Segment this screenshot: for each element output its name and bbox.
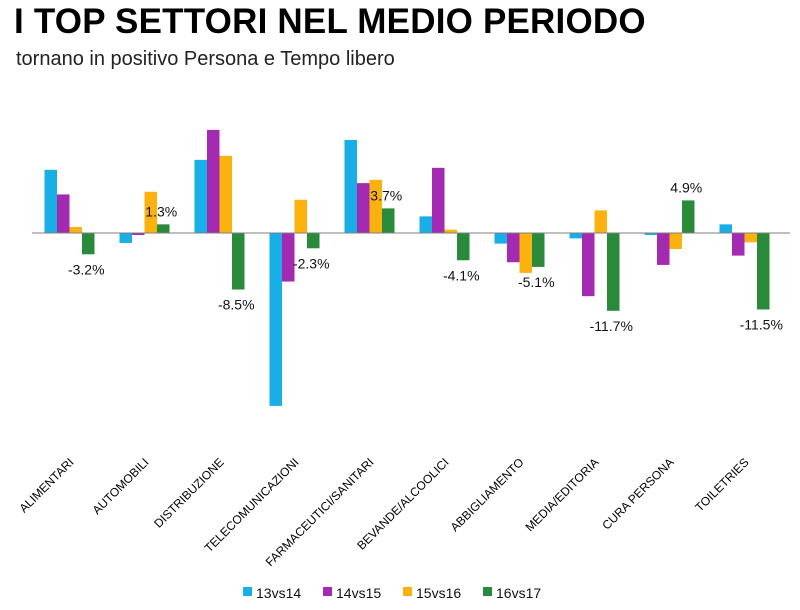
bar-alimentari-14vs15 xyxy=(57,194,70,233)
bar-toiletries-16vs17 xyxy=(757,233,770,310)
bar-toiletries-14vs15 xyxy=(732,233,745,256)
bar-cura-persona-14vs15 xyxy=(657,233,670,265)
legend-label-16vs17: 16vs17 xyxy=(496,585,541,601)
legend-swatch-16vs17 xyxy=(483,587,492,596)
bar-telecomunicazioni-15vs16 xyxy=(294,199,307,233)
category-label-distribuzione: DISTRIBUZIONE xyxy=(151,455,226,530)
bar-farmaceutici-sanitari-16vs17 xyxy=(382,208,395,233)
legend: 13vs14 14vs15 15vs16 16vs17 xyxy=(243,585,541,601)
bar-distribuzione-15vs16 xyxy=(219,155,232,233)
bar-farmaceutici-sanitari-14vs15 xyxy=(357,183,370,233)
bar-automobili-16vs17 xyxy=(157,224,170,233)
category-label-cura-persona: CURA PERSONA xyxy=(599,455,676,532)
data-label-toiletries: -11.5% xyxy=(740,316,783,332)
bar-abbigliamento-13vs14 xyxy=(494,233,507,244)
bar-alimentari-15vs16 xyxy=(69,227,82,233)
legend-swatch-14vs15 xyxy=(323,587,332,596)
bar-bevande-alcoolici-14vs15 xyxy=(432,167,445,233)
bar-distribuzione-16vs17 xyxy=(232,233,245,290)
category-label-automobili: AUTOMOBILI xyxy=(90,455,152,517)
bar-toiletries-13vs14 xyxy=(719,224,732,233)
bar-media-editoria-15vs16 xyxy=(594,210,607,233)
bar-media-editoria-14vs15 xyxy=(582,233,595,297)
bar-abbigliamento-16vs17 xyxy=(532,233,545,267)
category-label-alimentari: ALIMENTARI xyxy=(16,455,76,515)
legend-label-13vs14: 13vs14 xyxy=(256,585,301,601)
category-label-toiletries: TOILETRIES xyxy=(692,455,751,514)
bar-alimentari-13vs14 xyxy=(44,169,57,233)
page-title: I TOP SETTORI NEL MEDIO PERIODO xyxy=(14,2,646,41)
category-labels-group: ALIMENTARI AUTOMOBILI DISTRIBUZIONETELECOM… xyxy=(16,455,751,569)
data-label-farmaceutici-sanitari: 3.7% xyxy=(370,187,402,203)
bar-cura-persona-16vs17 xyxy=(682,200,695,233)
bar-automobili-14vs15 xyxy=(132,233,145,235)
bar-distribuzione-13vs14 xyxy=(194,159,207,233)
bar-farmaceutici-sanitari-15vs16 xyxy=(369,179,382,233)
bar-farmaceutici-sanitari-13vs14 xyxy=(344,139,357,233)
data-label-automobili: 1.3% xyxy=(145,203,177,219)
category-label-abbigliamento: ABBIGLIAMENTO xyxy=(448,455,527,534)
data-label-cura-persona: 4.9% xyxy=(670,179,702,195)
bar-cura-persona-15vs16 xyxy=(669,233,682,249)
legend-swatch-13vs14 xyxy=(243,587,252,596)
bar-bevande-alcoolici-15vs16 xyxy=(444,229,457,233)
legend-swatch-15vs16 xyxy=(403,587,412,596)
legend-label-14vs15: 14vs15 xyxy=(336,585,381,601)
legend-label-15vs16: 15vs16 xyxy=(416,585,461,601)
bar-media-editoria-16vs17 xyxy=(607,233,620,311)
bar-abbigliamento-15vs16 xyxy=(519,233,532,273)
bar-automobili-13vs14 xyxy=(119,233,132,243)
bar-telecomunicazioni-14vs15 xyxy=(282,233,295,282)
bar-telecomunicazioni-13vs14 xyxy=(269,233,282,406)
bar-toiletries-15vs16 xyxy=(744,233,757,243)
bar-bevande-alcoolici-16vs17 xyxy=(457,233,470,261)
category-label-media-editoria: MEDIA/EDITORIA xyxy=(523,455,602,534)
bars-group xyxy=(44,129,770,406)
data-label-media-editoria: -11.7% xyxy=(590,318,633,334)
bar-bevande-alcoolici-13vs14 xyxy=(419,216,432,233)
bar-abbigliamento-14vs15 xyxy=(507,233,520,263)
page-subtitle: tornano in positivo Persona e Tempo libe… xyxy=(16,48,395,70)
data-label-bevande-alcoolici: -4.1% xyxy=(443,267,480,283)
bar-cura-persona-13vs14 xyxy=(644,233,657,235)
bar-media-editoria-13vs14 xyxy=(569,233,582,239)
data-label-alimentari: -3.2% xyxy=(68,261,105,277)
bar-telecomunicazioni-16vs17 xyxy=(307,233,320,249)
data-labels-group: -3.2% 1.3% -8.5% -2.3% 3.7% -4.1% -5.1% -11.7% 4… xyxy=(68,179,783,333)
bar-automobili-15vs16 xyxy=(144,191,157,233)
data-label-distribuzione: -8.5% xyxy=(218,297,255,313)
bar-alimentari-16vs17 xyxy=(82,233,95,255)
data-label-abbigliamento: -5.1% xyxy=(518,274,555,290)
data-label-telecomunicazioni: -2.3% xyxy=(293,255,330,271)
bar-distribuzione-14vs15 xyxy=(207,129,220,233)
